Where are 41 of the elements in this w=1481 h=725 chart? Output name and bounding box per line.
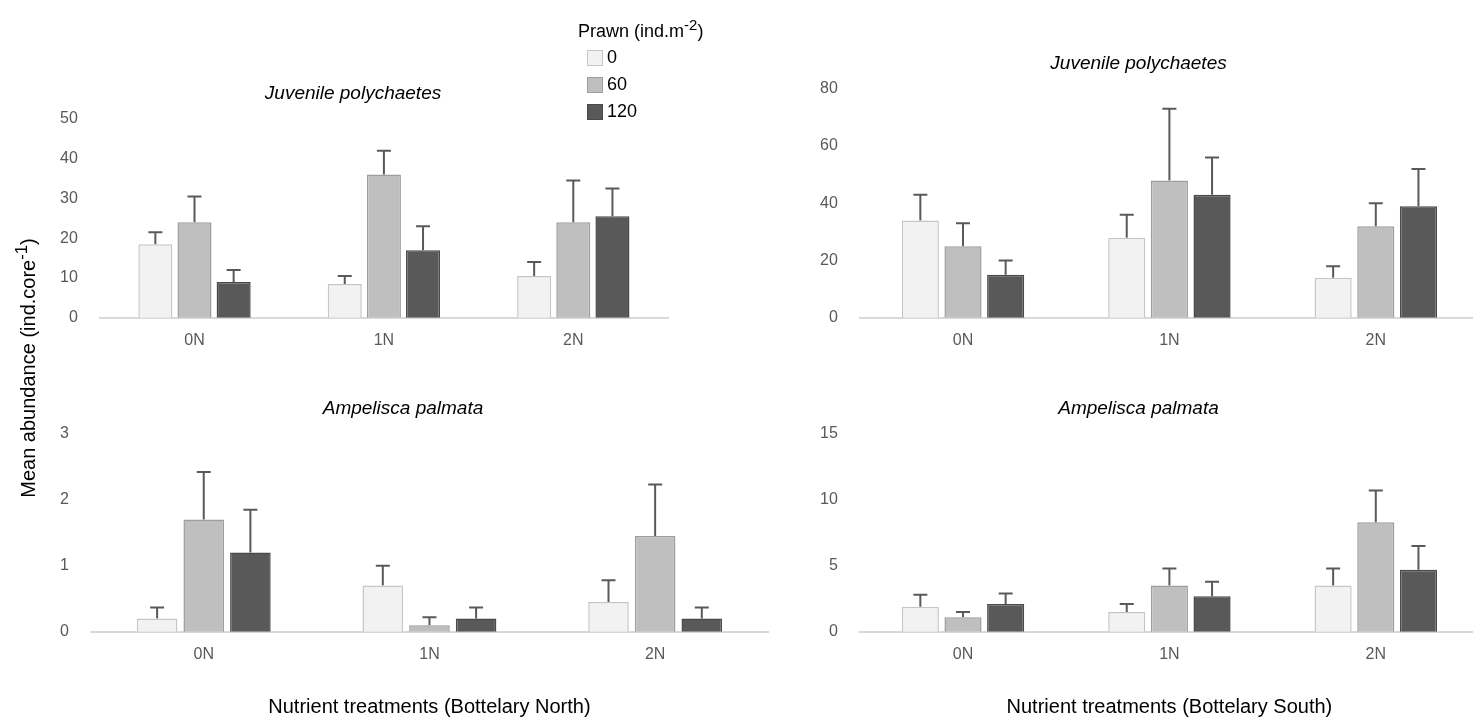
x-tick-label: 1N bbox=[419, 644, 440, 662]
y-tick-label: 10 bbox=[60, 268, 78, 286]
legend-label: 60 bbox=[607, 74, 628, 95]
y-tick-label: 2 bbox=[59, 490, 69, 508]
x-tick-label: 1N bbox=[1159, 330, 1180, 348]
y-tick-label: 40 bbox=[820, 193, 838, 211]
y-tick-label: 10 bbox=[820, 490, 838, 508]
y-tick-label: 40 bbox=[60, 149, 78, 167]
x-axis-title: Nutrient treatments (Bottelary North) bbox=[268, 694, 591, 717]
y-tick-label: 1 bbox=[59, 556, 69, 574]
x-tick-label: 1N bbox=[1159, 644, 1180, 662]
y-tick-label: 50 bbox=[60, 109, 78, 127]
x-tick-label: 2N bbox=[644, 644, 666, 662]
legend-title: Prawn (ind.m$^{-2}$) bbox=[578, 16, 704, 42]
x-tick-label: 0N bbox=[952, 330, 974, 348]
y-tick-label: 3 bbox=[59, 424, 69, 442]
x-axis-title: Nutrient treatments (Bottelary South) bbox=[1006, 694, 1333, 717]
chart-title: Ampelisca palmata bbox=[1057, 396, 1219, 418]
legend-label: 0 bbox=[607, 47, 618, 68]
x-tick-label: 1N bbox=[373, 330, 395, 348]
x-tick-label: 2N bbox=[1365, 644, 1387, 662]
x-tick-label: 2N bbox=[1365, 330, 1387, 348]
x-tick-label: 0N bbox=[184, 330, 205, 348]
y-tick-label: 15 bbox=[820, 424, 838, 442]
chart-title: Juvenile polychaetes bbox=[1049, 51, 1228, 73]
y-tick-label: 80 bbox=[820, 79, 838, 97]
y-tick-label: 0 bbox=[828, 622, 838, 640]
chart-title: Ampelisca palmata bbox=[321, 396, 484, 418]
x-tick-label: 0N bbox=[952, 644, 974, 662]
chart-title: Juvenile polychaetes bbox=[263, 81, 442, 103]
y-tick-label: 0 bbox=[828, 308, 838, 326]
y-tick-label: 30 bbox=[60, 188, 78, 206]
y-tick-label: 20 bbox=[60, 228, 78, 246]
y-tick-label: 0 bbox=[59, 622, 69, 640]
y-tick-label: 60 bbox=[820, 136, 838, 154]
x-tick-label: 2N bbox=[563, 330, 584, 348]
y-tick-label: 20 bbox=[820, 250, 838, 268]
legend-label: 120 bbox=[607, 101, 638, 122]
y-tick-label: 0 bbox=[68, 308, 78, 326]
x-tick-label: 0N bbox=[193, 644, 214, 662]
y-tick-label: 5 bbox=[828, 556, 838, 574]
